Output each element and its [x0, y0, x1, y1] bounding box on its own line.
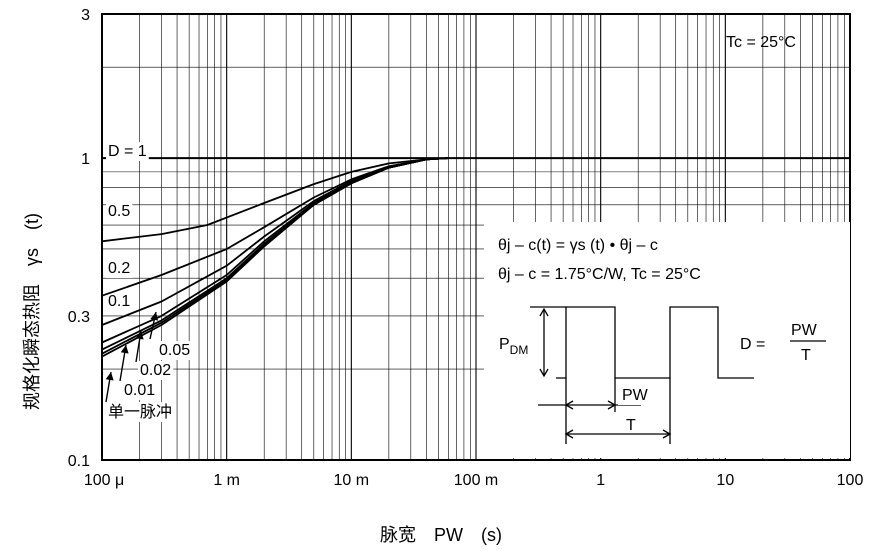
formula-line-1: θj – c(t) = γs (t) • θj – c	[498, 237, 658, 254]
y-tick-label: 1	[81, 151, 90, 168]
d-label: D =	[740, 336, 765, 353]
curve-labels: D = 1 0.5 0.2 0.1 0.05 0.02 0.01 单一脉冲	[105, 142, 193, 422]
d-numerator: PW	[791, 322, 818, 339]
y-tick-label: 0.3	[68, 309, 90, 326]
x-tick-label: 10	[716, 472, 734, 489]
curve-label-bg	[106, 142, 149, 161]
curve-label: 0.01	[124, 382, 155, 399]
t-arrow-head-left	[564, 429, 574, 439]
series-group	[101, 157, 850, 358]
t-arrow-head-right	[662, 429, 672, 439]
pdm-arrow-head-top	[539, 307, 549, 317]
y-axis-title: 规格化瞬态热阻 γs (t)	[22, 213, 42, 410]
curve-label: 单一脉冲	[108, 403, 172, 421]
x-tick-label: 100	[837, 472, 864, 489]
pdm-label-main: P	[499, 336, 510, 353]
curve-label: 0.2	[108, 260, 130, 277]
x-tick-label: 100 μ	[84, 472, 124, 489]
tick-labels: 100 μ 1 m 10 m 100 m 1 10 100 0.1 0.3 1 3	[68, 7, 864, 489]
pointer-arrow-head	[150, 312, 159, 321]
curve-label: 0.5	[108, 203, 130, 220]
x-tick-label: 1	[596, 472, 605, 489]
curve-label-bg	[106, 259, 133, 278]
curve-label-bg	[106, 402, 175, 422]
pointer-arrow-head	[120, 345, 129, 354]
series-line	[101, 157, 449, 297]
pdm-arrow-head-bottom	[539, 368, 549, 378]
formula-inset	[484, 222, 850, 458]
curve-label: 0.05	[159, 342, 190, 359]
pw-dim-label: PW	[622, 387, 649, 404]
pw-label-bg	[618, 381, 658, 405]
t-dim-label: T	[626, 417, 636, 434]
curve-label-bg	[138, 361, 174, 380]
curve-label: 0.1	[108, 293, 130, 310]
pulse-waveform	[556, 306, 754, 379]
pointer-arrow-head	[135, 331, 144, 340]
curve-label-bg	[122, 381, 158, 400]
pdm-label-sub: DM	[510, 343, 529, 357]
d-denominator: T	[801, 347, 811, 364]
series-line	[101, 157, 449, 243]
series-line	[101, 157, 449, 358]
formula-line-2: θj – c = 1.75°C/W, Tc = 25°C	[498, 266, 701, 283]
pw-arrow-head-right	[607, 400, 617, 410]
curve-label: 0.02	[140, 362, 171, 379]
curve-label-bg	[157, 341, 193, 360]
x-axis-title: 脉宽 PW (s)	[380, 525, 502, 545]
pw-arrow-head-left	[564, 400, 574, 410]
x-tick-label: 1 m	[213, 472, 240, 489]
curve-label-bg	[106, 202, 133, 221]
y-tick-label: 3	[81, 7, 90, 24]
y-tick-label: 0.1	[68, 453, 90, 470]
x-tick-label: 10 m	[334, 472, 370, 489]
t-label-bg	[622, 410, 644, 432]
pdm-label: PDM	[499, 336, 528, 357]
pointer-arrow-head	[105, 372, 114, 381]
series-line	[101, 157, 449, 326]
curve-label: D = 1	[108, 143, 147, 160]
condition-label: Tc = 25°C	[726, 34, 796, 51]
x-tick-label: 100 m	[454, 472, 498, 489]
